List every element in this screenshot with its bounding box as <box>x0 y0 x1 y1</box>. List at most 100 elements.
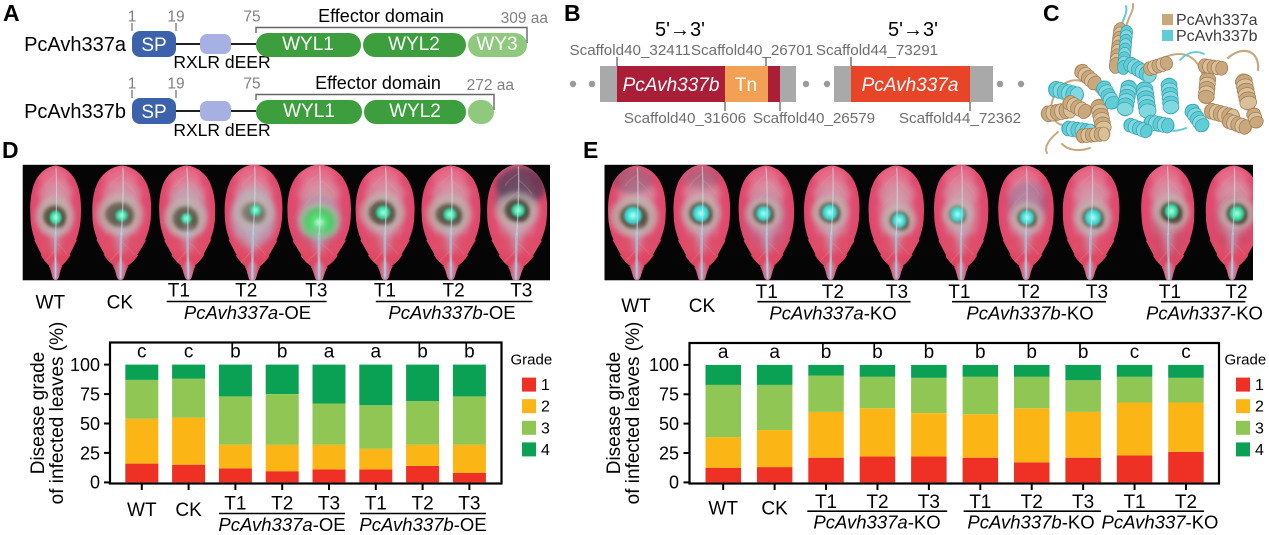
svg-text:CK: CK <box>175 500 202 521</box>
svg-text:Tn: Tn <box>735 75 757 96</box>
svg-text:2: 2 <box>1255 399 1264 416</box>
svg-text:5'→3': 5'→3' <box>888 19 938 41</box>
svg-text:2: 2 <box>541 399 550 416</box>
svg-text:PcAvh337a: PcAvh337a <box>24 34 127 56</box>
svg-text:Grade: Grade <box>1225 352 1267 369</box>
svg-text:75: 75 <box>243 76 260 93</box>
svg-text:1: 1 <box>128 9 137 26</box>
svg-text:T1: T1 <box>948 282 970 303</box>
svg-text:PcAvh337b-OE: PcAvh337b-OE <box>359 514 486 535</box>
svg-text:T3: T3 <box>318 494 340 515</box>
svg-text:1: 1 <box>128 76 137 93</box>
svg-text:T1: T1 <box>365 494 387 515</box>
svg-text:0: 0 <box>90 473 100 493</box>
svg-text:1: 1 <box>541 377 550 394</box>
svg-text:WT: WT <box>127 500 157 521</box>
svg-text:b: b <box>821 342 832 363</box>
svg-text:a: a <box>324 342 335 363</box>
svg-text:75: 75 <box>243 9 260 26</box>
svg-text:WY3: WY3 <box>476 34 517 55</box>
svg-text:b: b <box>277 342 288 363</box>
svg-text:T2: T2 <box>271 494 293 515</box>
svg-text:T1: T1 <box>1123 492 1145 513</box>
svg-text:T1: T1 <box>1159 282 1181 303</box>
svg-text:PcAvh337a-OE: PcAvh337a-OE <box>184 302 311 323</box>
svg-text:PcAvh337b-KO: PcAvh337b-KO <box>967 512 1094 533</box>
svg-text:b: b <box>924 342 935 363</box>
svg-text:Scaffold40_32411: Scaffold40_32411 <box>569 42 690 59</box>
svg-text:c: c <box>137 342 147 363</box>
svg-text:T2: T2 <box>1018 282 1040 303</box>
svg-text:T2: T2 <box>1225 282 1247 303</box>
svg-text:272 aa: 272 aa <box>467 77 515 94</box>
svg-text:b: b <box>464 342 475 363</box>
svg-text:Scaffold40_31606: Scaffold40_31606 <box>624 110 746 127</box>
svg-text:T1: T1 <box>224 494 246 515</box>
svg-text:of infected leaves (%): of infected leaves (%) <box>623 322 644 505</box>
svg-text:WYL1: WYL1 <box>282 34 334 55</box>
svg-text:SP: SP <box>141 102 166 123</box>
svg-text:CK: CK <box>107 293 134 314</box>
svg-text:b: b <box>1078 342 1089 363</box>
svg-text:WT: WT <box>708 499 738 520</box>
svg-text:T2: T2 <box>822 282 844 303</box>
svg-text:PcAvh337b-KO: PcAvh337b-KO <box>966 303 1093 324</box>
svg-text:PcAvh337a-OE: PcAvh337a-OE <box>218 514 345 535</box>
svg-text:0: 0 <box>669 473 679 493</box>
svg-text:PcAvh337a: PcAvh337a <box>862 75 959 96</box>
svg-text:Disease grade: Disease grade <box>28 352 49 475</box>
svg-text:b: b <box>1026 342 1037 363</box>
svg-text:SP: SP <box>141 35 166 56</box>
svg-text:T1: T1 <box>756 282 778 303</box>
svg-text:T1: T1 <box>969 492 991 513</box>
svg-text:of infected leaves (%): of infected leaves (%) <box>47 322 68 505</box>
svg-text:C: C <box>1043 0 1060 26</box>
svg-text:T2: T2 <box>412 494 434 515</box>
svg-text:PcAvh337b: PcAvh337b <box>24 101 126 123</box>
svg-text:RXLR dEER: RXLR dEER <box>173 52 270 72</box>
svg-text:25: 25 <box>80 443 100 463</box>
svg-text:19: 19 <box>167 76 184 93</box>
svg-text:3: 3 <box>541 420 550 437</box>
svg-text:19: 19 <box>167 9 184 26</box>
svg-text:Scaffold44_72362: Scaffold44_72362 <box>899 110 1021 127</box>
svg-text:WYL1: WYL1 <box>283 101 335 122</box>
svg-text:T3: T3 <box>510 281 532 302</box>
svg-text:T3: T3 <box>1086 282 1108 303</box>
svg-text:25: 25 <box>659 443 679 463</box>
svg-text:50: 50 <box>659 414 679 434</box>
svg-text:b: b <box>872 342 883 363</box>
svg-text:WT: WT <box>621 296 651 317</box>
svg-text:a: a <box>769 342 780 363</box>
svg-text:50: 50 <box>80 414 100 434</box>
svg-text:100: 100 <box>649 355 679 375</box>
svg-text:B: B <box>564 0 581 26</box>
svg-text:Effector domain: Effector domain <box>315 73 441 93</box>
svg-text:PcAvh337b: PcAvh337b <box>623 75 720 96</box>
svg-text:A: A <box>3 0 20 26</box>
svg-text:CK: CK <box>689 296 716 317</box>
svg-text:WYL2: WYL2 <box>388 34 440 55</box>
svg-text:WT: WT <box>36 293 66 314</box>
svg-text:T1: T1 <box>168 281 190 302</box>
svg-text:T2: T2 <box>1175 492 1197 513</box>
svg-text:b: b <box>230 342 241 363</box>
svg-text:RXLR dEER: RXLR dEER <box>173 120 270 140</box>
svg-text:T3: T3 <box>918 492 940 513</box>
svg-text:5'→3': 5'→3' <box>655 19 705 41</box>
svg-text:E: E <box>583 137 598 163</box>
svg-text:4: 4 <box>541 442 550 459</box>
svg-text:PcAvh337b-OE: PcAvh337b-OE <box>388 302 515 323</box>
svg-text:Disease grade: Disease grade <box>604 352 625 475</box>
svg-text:T2: T2 <box>866 492 888 513</box>
svg-text:b: b <box>417 342 428 363</box>
svg-text:T2: T2 <box>443 281 465 302</box>
svg-text:T3: T3 <box>886 282 908 303</box>
svg-text:309 aa: 309 aa <box>501 10 549 27</box>
svg-text:Scaffold40_26701: Scaffold40_26701 <box>691 42 813 59</box>
svg-text:PcAvh337-KO: PcAvh337-KO <box>1102 512 1219 533</box>
svg-text:PcAvh337a-KO: PcAvh337a-KO <box>813 512 940 533</box>
svg-text:T1: T1 <box>374 281 396 302</box>
svg-text:75: 75 <box>80 384 100 404</box>
svg-text:D: D <box>2 137 19 163</box>
